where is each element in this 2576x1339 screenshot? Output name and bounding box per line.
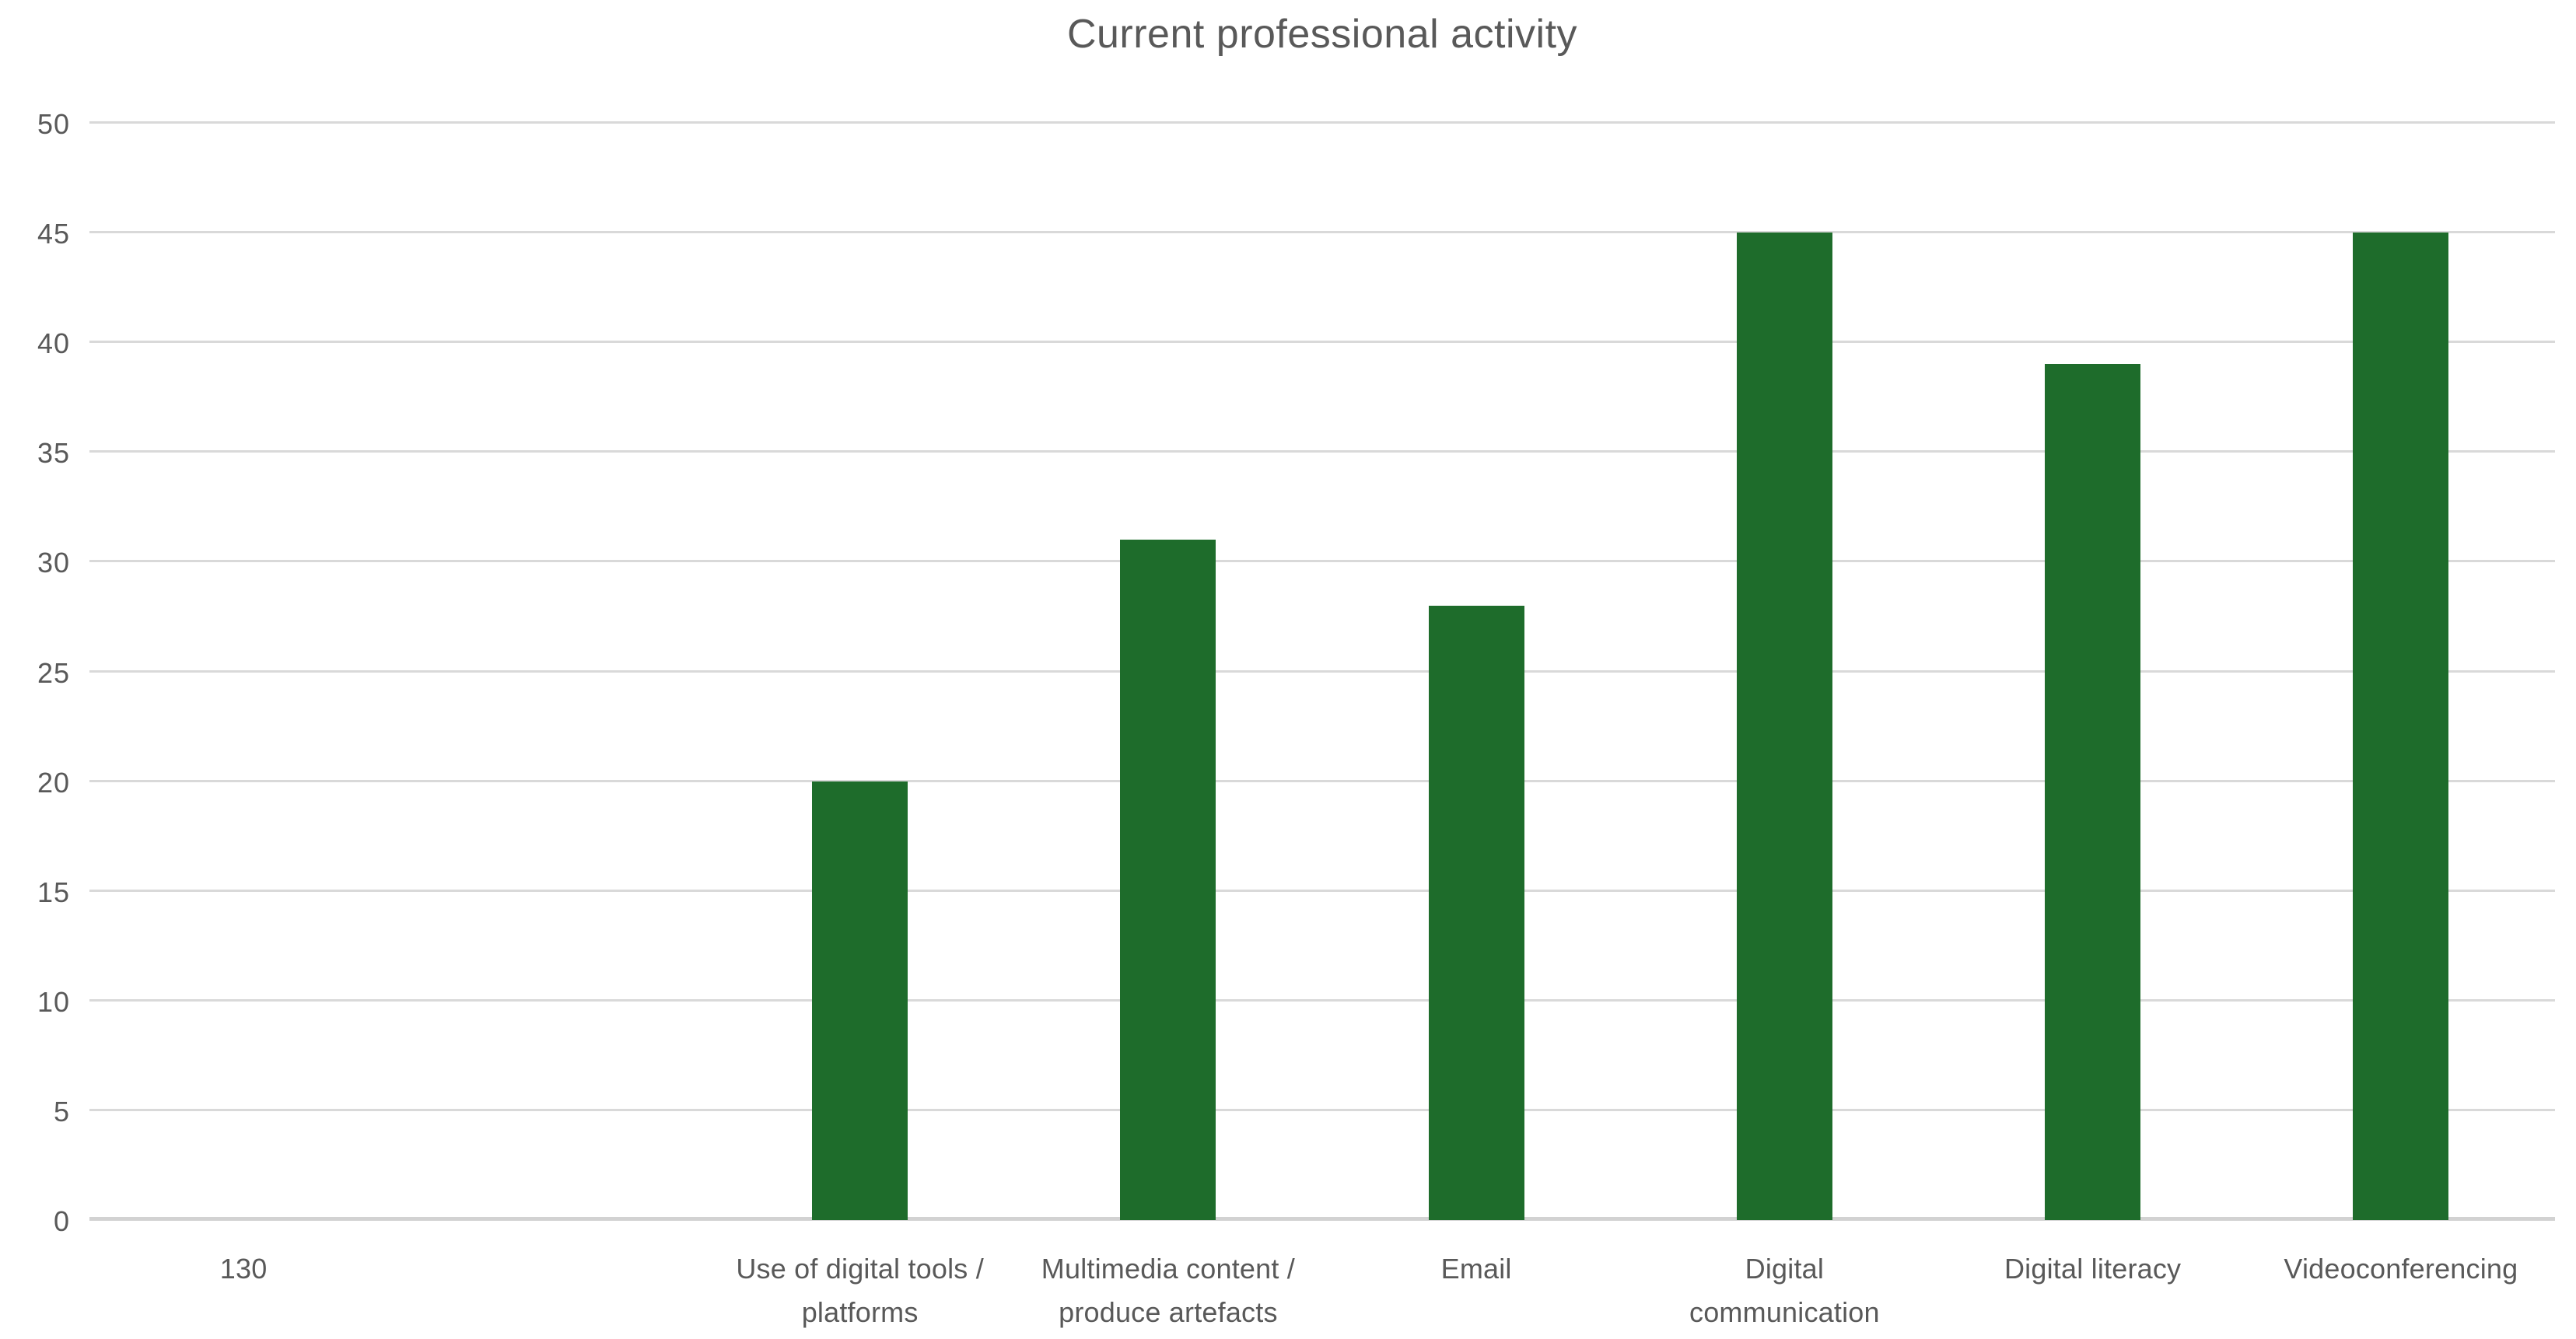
x-axis-label: [397, 1247, 705, 1334]
bar-slot: [89, 123, 397, 1220]
bar-slot: [1322, 123, 1630, 1220]
x-axis-label: Use of digital tools / platforms: [736, 1253, 984, 1328]
bar-slot: [1630, 123, 1938, 1220]
plot-area: [89, 121, 2555, 1222]
bar-slot: [706, 123, 1014, 1220]
x-axis-label: Videoconferencing: [2284, 1253, 2518, 1285]
y-axis-tick-label: 30: [37, 547, 70, 579]
bar-slot: [2247, 123, 2555, 1220]
x-axis-label: Digital communication: [1689, 1253, 1880, 1328]
gridline: [89, 998, 2555, 1002]
y-axis-tick-label: 0: [53, 1205, 70, 1237]
bar-slot: [1014, 123, 1322, 1220]
y-axis-tick-label: 40: [37, 327, 70, 360]
y-axis-tick-label: 15: [37, 876, 70, 908]
x-axis-label: Digital literacy: [2004, 1253, 2182, 1285]
x-axis-labels: 130 Use of digital tools / platforms Multi…: [89, 1247, 2555, 1334]
x-axis-baseline: [89, 1217, 2555, 1221]
x-axis-label: Multimedia content / produce artefacts: [1041, 1253, 1295, 1328]
gridline: [89, 670, 2555, 673]
y-axis-tick-label: 35: [37, 437, 70, 470]
bar-use-of-digital-tools-platforms: [812, 781, 908, 1220]
bar-slot: [1939, 123, 2247, 1220]
y-axis-tick-label: 10: [37, 985, 70, 1018]
gridline: [89, 450, 2555, 453]
gridline: [89, 1108, 2555, 1111]
y-axis-tick-label: 45: [37, 218, 70, 250]
gridline: [89, 779, 2555, 782]
x-axis-label: 130: [219, 1253, 268, 1285]
gridline: [89, 121, 2555, 124]
gridline: [89, 231, 2555, 234]
bar-series: [89, 123, 2555, 1220]
x-axis-label: Email: [1440, 1253, 1512, 1285]
chart-title: Current professional activity: [1066, 12, 1578, 57]
y-axis-tick-label: 25: [37, 656, 70, 689]
bar-digital-communication: [1736, 232, 1832, 1220]
bar-email: [1428, 605, 1524, 1220]
y-axis: 0 5 10 15 20 25 30 35 40 45 50: [0, 108, 70, 1237]
bar-multimedia-content-produce-artefacts: [1120, 540, 1216, 1220]
bar-videoconferencing: [2353, 232, 2449, 1220]
bar-slot: [397, 123, 705, 1220]
bar-digital-literacy: [2045, 364, 2141, 1220]
y-axis-tick-label: 20: [37, 766, 70, 799]
gridline: [89, 341, 2555, 344]
y-axis-tick-label: 50: [37, 108, 70, 140]
gridline: [89, 889, 2555, 892]
y-axis-tick-label: 5: [53, 1095, 70, 1127]
gridline: [89, 560, 2555, 563]
